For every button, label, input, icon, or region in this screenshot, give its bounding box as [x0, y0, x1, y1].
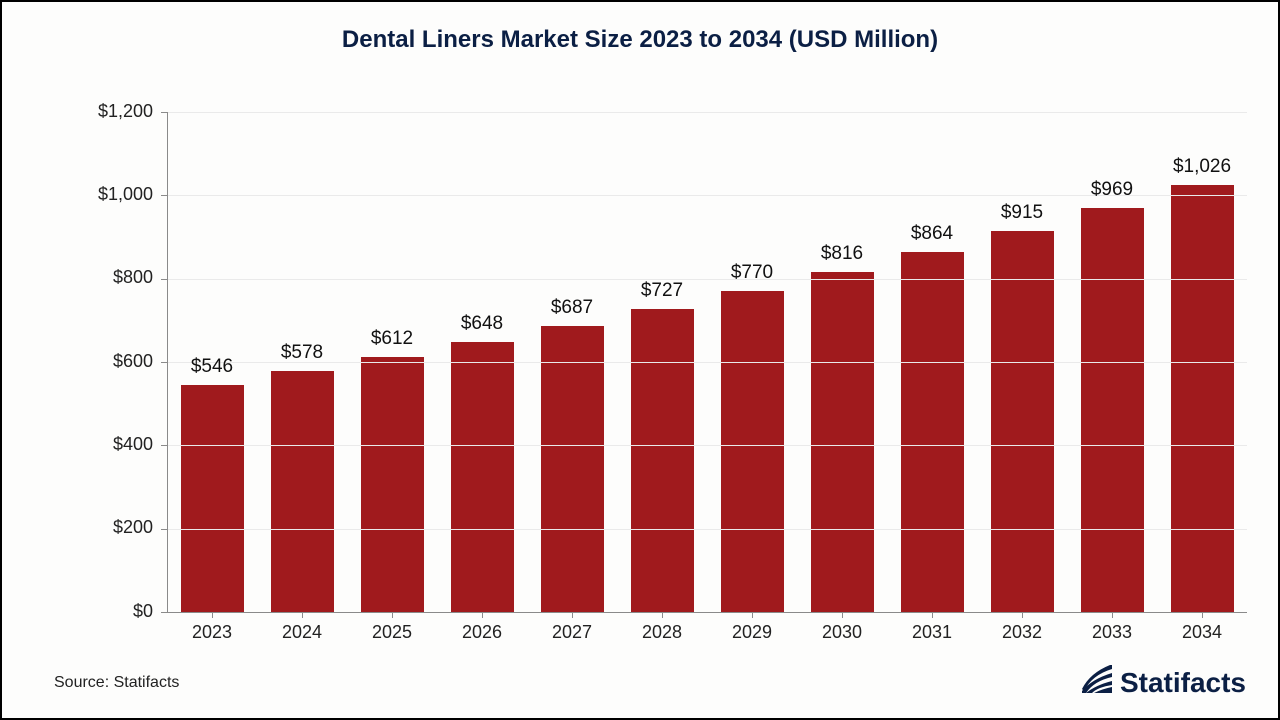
bar	[901, 252, 964, 612]
x-tick-mark	[302, 612, 303, 618]
x-tick-label: 2033	[1067, 622, 1157, 643]
bar-value-label: $612	[347, 328, 437, 350]
bar-value-label: $864	[887, 223, 977, 245]
x-tick-label: 2032	[977, 622, 1067, 643]
x-tick-mark	[1112, 612, 1113, 618]
bar	[451, 342, 514, 612]
bar-value-label: $546	[167, 356, 257, 378]
chart-frame: Dental Liners Market Size 2023 to 2034 (…	[0, 0, 1280, 720]
x-tick-mark	[1022, 612, 1023, 618]
y-tick-label: $0	[2, 601, 153, 622]
bar	[631, 309, 694, 612]
x-tick-mark	[482, 612, 483, 618]
x-tick-label: 2029	[707, 622, 797, 643]
y-tick-label: $1,200	[2, 101, 153, 122]
gridline	[167, 445, 1247, 446]
bar	[361, 357, 424, 612]
chart-title: Dental Liners Market Size 2023 to 2034 (…	[2, 26, 1278, 54]
brand-stripes-icon	[1082, 665, 1112, 700]
x-tick-mark	[212, 612, 213, 618]
x-tick-mark	[752, 612, 753, 618]
y-tick-mark	[161, 612, 167, 613]
y-tick-label: $800	[2, 267, 153, 288]
bar	[1081, 208, 1144, 612]
bar-value-label: $1,026	[1157, 156, 1247, 178]
x-tick-label: 2030	[797, 622, 887, 643]
x-tick-mark	[392, 612, 393, 618]
bar	[1171, 185, 1234, 613]
y-tick-label: $200	[2, 517, 153, 538]
gridline	[167, 112, 1247, 113]
bar	[181, 385, 244, 613]
bar	[271, 371, 334, 612]
source-attribution: Source: Statifacts	[54, 674, 179, 692]
y-tick-label: $1,000	[2, 184, 153, 205]
bar-value-label: $648	[437, 313, 527, 335]
y-tick-label: $400	[2, 434, 153, 455]
x-axis-line	[167, 612, 1247, 613]
gridline	[167, 529, 1247, 530]
bar	[991, 231, 1054, 612]
bar-value-label: $687	[527, 297, 617, 319]
x-tick-mark	[572, 612, 573, 618]
bar-value-label: $578	[257, 342, 347, 364]
bar-value-label: $770	[707, 262, 797, 284]
bar	[721, 291, 784, 612]
x-tick-mark	[1202, 612, 1203, 618]
bar-value-label: $816	[797, 243, 887, 265]
x-tick-mark	[842, 612, 843, 618]
bar-value-label: $915	[977, 202, 1067, 224]
brand-text: Statifacts	[1120, 667, 1246, 699]
x-tick-label: 2034	[1157, 622, 1247, 643]
x-tick-label: 2024	[257, 622, 347, 643]
brand-logo: Statifacts	[1082, 665, 1246, 700]
x-tick-label: 2026	[437, 622, 527, 643]
x-tick-label: 2031	[887, 622, 977, 643]
y-tick-mark	[161, 195, 167, 196]
bar-value-label: $969	[1067, 179, 1157, 201]
x-tick-label: 2025	[347, 622, 437, 643]
y-tick-mark	[161, 112, 167, 113]
y-tick-label: $600	[2, 351, 153, 372]
x-tick-label: 2027	[527, 622, 617, 643]
x-tick-label: 2028	[617, 622, 707, 643]
y-tick-mark	[161, 445, 167, 446]
y-tick-mark	[161, 279, 167, 280]
y-tick-mark	[161, 529, 167, 530]
bar-value-label: $727	[617, 280, 707, 302]
x-tick-mark	[932, 612, 933, 618]
x-tick-label: 2023	[167, 622, 257, 643]
x-tick-mark	[662, 612, 663, 618]
bar	[541, 326, 604, 612]
bar	[811, 272, 874, 612]
